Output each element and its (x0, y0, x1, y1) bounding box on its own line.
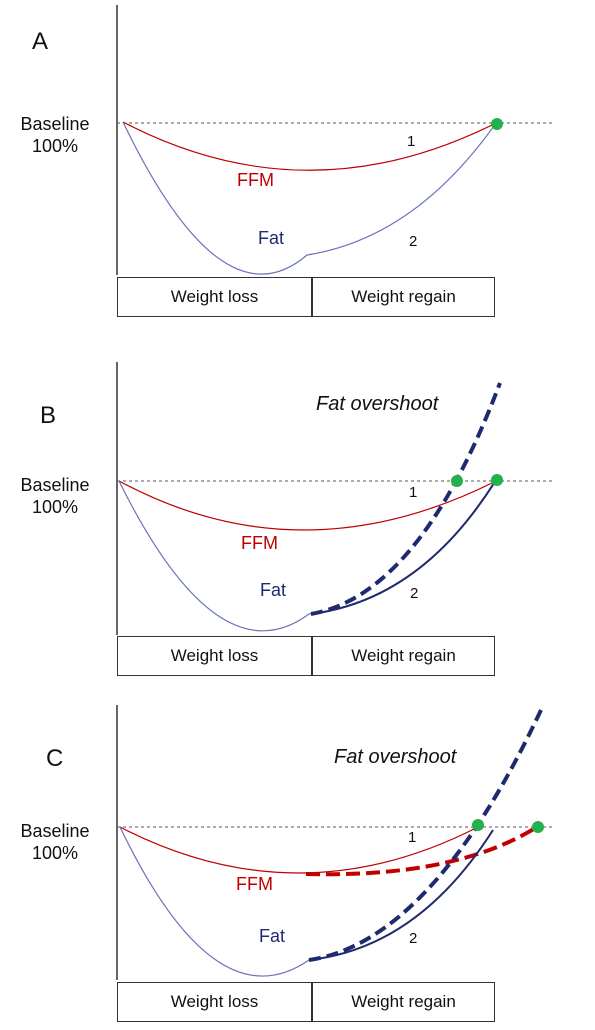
panel-a: A Baseline 100% FFM Fat 1 2 Weight loss … (0, 0, 595, 340)
overshoot-marker (451, 475, 463, 487)
ffm-curve (119, 826, 479, 874)
phase-weight-loss: Weight loss (117, 636, 312, 676)
baseline-percent: 100% (31, 497, 79, 517)
fat-label: Fat (258, 228, 285, 248)
fat-regain-solid (310, 482, 495, 615)
curve-1-label: 1 (408, 829, 417, 846)
curve-1-label: 1 (409, 484, 418, 501)
panel-letter: C (46, 745, 64, 772)
panel-c-diagram (116, 705, 552, 980)
baseline-text: Baseline (20, 821, 90, 841)
phase-weight-regain: Weight regain (312, 982, 495, 1022)
ffm-curve (122, 121, 497, 171)
curve-2-label: 2 (409, 233, 418, 250)
fat-curve (122, 121, 497, 275)
ffm-regain-dashed (305, 825, 539, 877)
phase-weight-regain: Weight regain (312, 277, 495, 317)
fat-label: Fat (260, 580, 287, 600)
phase-weight-loss: Weight loss (117, 982, 312, 1022)
panel-letter: B (40, 402, 57, 429)
fat-overshoot-dashed (310, 382, 502, 616)
baseline-label: Baseline 100% (0, 474, 110, 518)
panel-a-diagram (116, 5, 552, 275)
fat-label: Fat (259, 926, 286, 946)
overshoot-marker (472, 819, 484, 831)
baseline-label: Baseline 100% (0, 820, 110, 864)
baseline-percent: 100% (31, 136, 79, 156)
phase-weight-loss: Weight loss (117, 277, 312, 317)
curve-1-label: 1 (407, 133, 416, 150)
fat-curve (118, 480, 497, 632)
fat-regain-solid (308, 829, 494, 961)
ffm-label: FFM (236, 874, 273, 894)
ffm-curve (118, 480, 497, 531)
curve-2-label: 2 (410, 585, 419, 602)
baseline-label: Baseline 100% (0, 113, 110, 157)
baseline-text: Baseline (20, 475, 90, 495)
baseline-marker (491, 474, 503, 486)
fat-overshoot-label: Fat overshoot (316, 393, 439, 415)
fat-overshoot-label: Fat overshoot (334, 746, 457, 768)
panel-b: B Fat overshoot Baseline 100% FFM Fat 1 … (0, 350, 595, 690)
fat-curve (119, 826, 494, 977)
panel-letter: A (32, 28, 49, 55)
fat-overshoot-dashed (308, 709, 543, 962)
phase-weight-regain: Weight regain (312, 636, 495, 676)
panel-b-diagram (116, 362, 552, 635)
ffm-label: FFM (237, 170, 274, 190)
baseline-text: Baseline (20, 114, 90, 134)
curve-2-label: 2 (409, 930, 418, 947)
baseline-marker (532, 821, 544, 833)
baseline-percent: 100% (31, 843, 79, 863)
baseline-marker (491, 118, 503, 130)
ffm-label: FFM (241, 533, 278, 553)
panel-c: C Fat overshoot Baseline 100% FFM Fat 1 … (0, 690, 595, 1030)
